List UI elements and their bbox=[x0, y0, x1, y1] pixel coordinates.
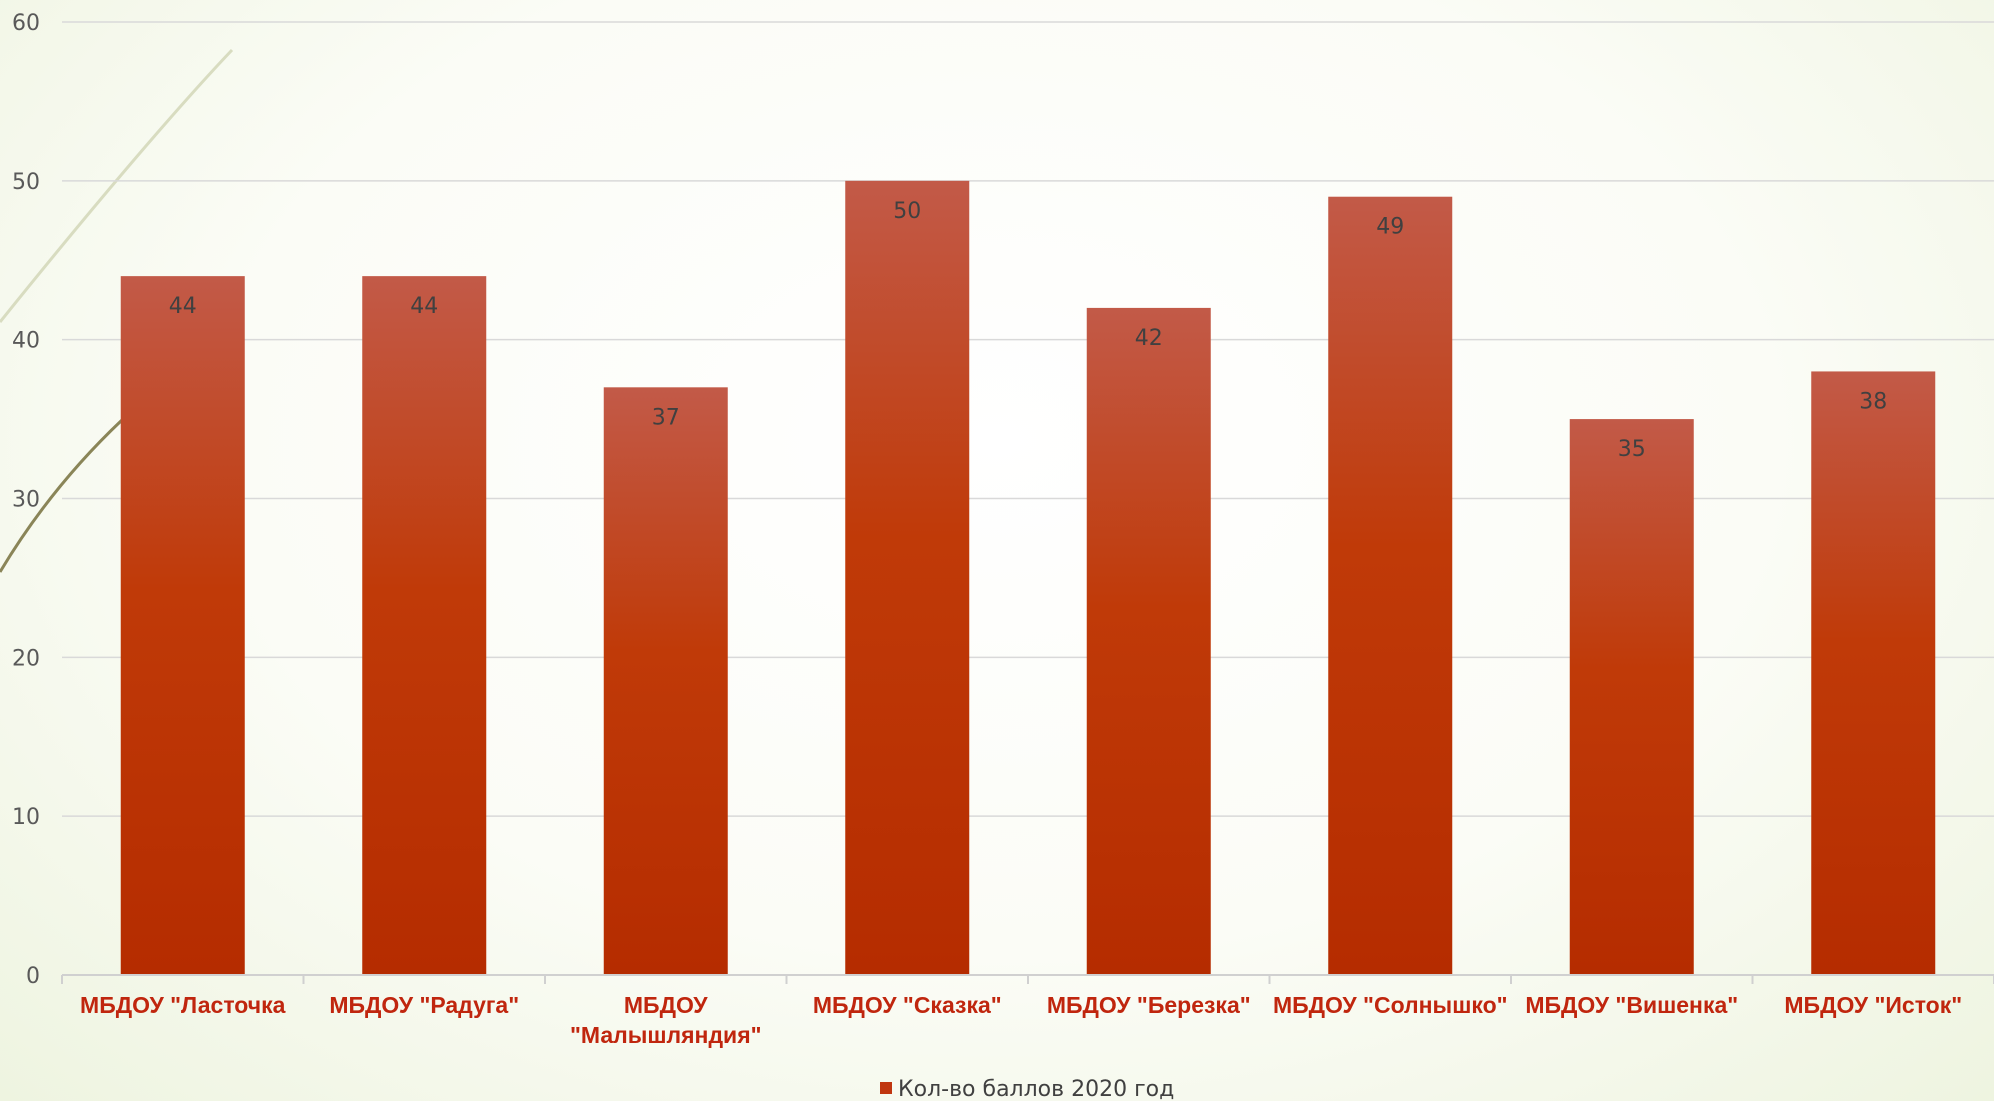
legend: Кол-во баллов 2020 год bbox=[880, 1077, 1174, 1101]
category-label-line: МБДОУ "Радуга" bbox=[329, 992, 519, 1018]
bars bbox=[120, 180, 1936, 976]
data-label: 42 bbox=[1135, 326, 1163, 351]
bar bbox=[362, 276, 487, 976]
bar bbox=[1086, 307, 1211, 975]
data-label: 49 bbox=[1376, 215, 1404, 240]
y-tick-label: 40 bbox=[12, 329, 40, 354]
data-label: 50 bbox=[893, 199, 921, 224]
y-tick-label: 30 bbox=[12, 488, 40, 513]
data-label: 44 bbox=[169, 294, 197, 319]
category-label-line: МБДОУ bbox=[624, 992, 708, 1018]
data-label: 35 bbox=[1618, 437, 1646, 462]
data-label: 38 bbox=[1859, 389, 1887, 414]
y-tick-label: 10 bbox=[12, 805, 40, 830]
gridlines bbox=[62, 21, 1994, 817]
category-label: МБДОУ "Березка" bbox=[1047, 992, 1251, 1018]
category-label: МБДОУ "Ласточка bbox=[80, 992, 286, 1018]
category-label-line: "Малышляндия" bbox=[570, 1022, 762, 1048]
data-label: 44 bbox=[410, 294, 438, 319]
category-label-line: МБДОУ "Ласточка bbox=[80, 992, 286, 1018]
category-label: МБДОУ "Солнышко" bbox=[1273, 992, 1508, 1018]
y-tick-label: 50 bbox=[12, 170, 40, 195]
y-axis-ticks: 0 10 20 30 40 50 60 bbox=[12, 11, 40, 989]
data-labels: 44 44 37 50 42 49 35 38 bbox=[169, 199, 1888, 462]
category-label-line: МБДОУ "Исток" bbox=[1784, 992, 1962, 1018]
background-decoration bbox=[0, 48, 234, 573]
bar bbox=[1328, 196, 1453, 975]
data-label: 37 bbox=[652, 405, 680, 430]
y-tick-label: 20 bbox=[12, 646, 40, 671]
category-label: МБДОУ "Сказка" bbox=[813, 992, 1002, 1018]
category-label: МБДОУ "Вишенка" bbox=[1525, 992, 1738, 1018]
category-label-line: МБДОУ "Сказка" bbox=[813, 992, 1002, 1018]
bar bbox=[845, 180, 970, 976]
y-tick-label: 0 bbox=[26, 964, 40, 989]
category-label: МБДОУ "Радуга" bbox=[329, 992, 519, 1018]
bar bbox=[1569, 419, 1694, 975]
x-axis bbox=[61, 974, 1994, 984]
y-tick-label: 60 bbox=[12, 11, 40, 36]
legend-swatch bbox=[880, 1082, 892, 1094]
category-labels: МБДОУ "Ласточка МБДОУ "Радуга" МБДОУ "Малыш… bbox=[80, 992, 1962, 1048]
category-label: МБДОУ "Малышляндия" bbox=[570, 992, 762, 1048]
bar bbox=[603, 387, 728, 976]
category-label: МБДОУ "Исток" bbox=[1784, 992, 1962, 1018]
legend-label: Кол-во баллов 2020 год bbox=[898, 1077, 1174, 1101]
category-label-line: МБДОУ "Березка" bbox=[1047, 992, 1251, 1018]
category-label-line: МБДОУ "Вишенка" bbox=[1525, 992, 1738, 1018]
category-label-line: МБДОУ "Солнышко" bbox=[1273, 992, 1508, 1018]
bar bbox=[120, 276, 245, 976]
bar bbox=[1811, 371, 1936, 975]
